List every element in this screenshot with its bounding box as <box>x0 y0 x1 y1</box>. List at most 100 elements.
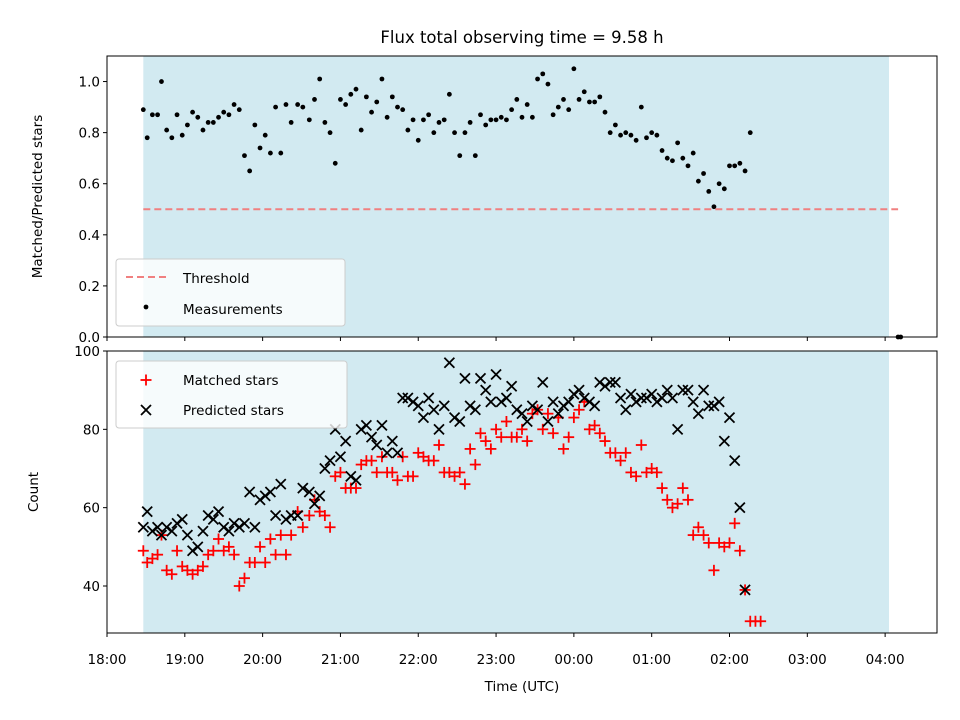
measurement-point <box>654 132 660 138</box>
matched-point <box>589 419 601 431</box>
matched-point <box>573 404 585 416</box>
measurement-point <box>597 94 603 100</box>
predicted-point <box>521 415 533 428</box>
measurement-point <box>436 120 442 125</box>
matched-point <box>137 545 149 557</box>
measurement-point <box>283 102 289 107</box>
predicted-point <box>386 435 398 447</box>
counts-marks <box>137 357 767 627</box>
matched-point <box>238 572 250 584</box>
matched-point <box>609 447 621 459</box>
measurement-point <box>257 145 263 151</box>
measurement-point <box>155 112 160 118</box>
matched-point <box>264 533 276 545</box>
measurement-point <box>695 178 701 184</box>
matched-point <box>428 455 440 467</box>
measurement-point <box>247 168 253 174</box>
measurement-point <box>498 114 504 120</box>
measurement-point <box>252 122 258 128</box>
matched-point <box>475 427 486 439</box>
predicted-point <box>682 384 694 396</box>
matched-point <box>656 482 668 494</box>
measurement-point <box>452 130 457 136</box>
measurement-point <box>488 117 494 123</box>
matched-point <box>228 549 240 561</box>
matched-point <box>254 541 266 553</box>
measurement-point <box>685 163 691 169</box>
counts-xtick-label: 21:00 <box>321 652 360 668</box>
predicted-point <box>443 357 456 369</box>
predicted-point <box>339 435 352 447</box>
matched-point <box>661 494 673 506</box>
predicted-point <box>314 490 326 502</box>
matched-point <box>464 443 476 455</box>
measurement-point <box>618 132 623 138</box>
ratio-panel: 0.0 0.2 0.4 0.6 0.8 1.0 Flux total observing … <box>30 28 938 346</box>
predicted-point <box>264 486 277 498</box>
measurement-point <box>670 158 675 164</box>
counts-yticks: 40 60 80 100 <box>74 344 107 595</box>
predicted-point <box>303 486 315 498</box>
predicted-point <box>563 396 575 408</box>
matched-point <box>677 482 689 494</box>
matched-point <box>371 466 383 478</box>
measurement-point <box>566 107 572 113</box>
matched-point <box>734 545 746 557</box>
predicted-point <box>666 392 679 404</box>
predicted-point <box>319 462 331 475</box>
measurement-point <box>221 109 227 115</box>
matched-point <box>563 431 575 443</box>
matched-point <box>703 537 715 549</box>
ratio-ytick-label: 0.2 <box>79 279 100 295</box>
predicted-point <box>454 415 466 428</box>
measurement-point <box>727 163 732 169</box>
measurement-point <box>431 130 437 136</box>
predicted-point <box>181 529 194 541</box>
measurement-point <box>701 171 706 176</box>
predicted-point <box>718 435 730 447</box>
predicted-point <box>485 396 497 408</box>
measurement-point <box>149 112 155 118</box>
measurement-point <box>140 107 146 113</box>
measurement-point <box>306 117 312 123</box>
predicted-point <box>422 392 435 404</box>
measurement-point <box>633 137 639 143</box>
predicted-point <box>729 455 741 467</box>
measurement-point <box>504 117 509 123</box>
matched-point <box>687 529 699 541</box>
predicted-point <box>537 376 549 388</box>
counts-legend: Matched stars Predicted stars <box>115 360 348 429</box>
measurement-point <box>649 130 655 136</box>
matched-point <box>485 443 497 455</box>
measurement-point <box>236 107 242 113</box>
ratio-ytick-label: 0.6 <box>79 177 100 193</box>
predicted-point <box>671 423 684 435</box>
measurement-point <box>185 122 190 128</box>
predicted-point <box>381 447 393 459</box>
measurement-point <box>478 112 483 118</box>
counts-xtick-label: 03:00 <box>788 652 827 668</box>
measurement-point <box>571 66 577 72</box>
predicted-point <box>137 521 149 533</box>
measurement-point <box>540 71 546 77</box>
measurement-point <box>483 122 489 128</box>
matched-point <box>197 560 209 572</box>
predicted-point <box>417 411 430 424</box>
measurement-point <box>384 114 390 120</box>
predicted-point <box>713 396 725 408</box>
counts-xtick-label: 20:00 <box>243 652 282 668</box>
predicted-point <box>433 423 445 435</box>
predicted-point <box>739 584 751 596</box>
predicted-point <box>244 486 256 498</box>
predicted-point <box>238 517 251 529</box>
predicted-point <box>371 439 383 451</box>
measurement-point <box>242 153 247 159</box>
counts-xtick-label: 22:00 <box>399 652 438 668</box>
predicted-point <box>620 404 632 416</box>
measurement-point <box>742 168 748 174</box>
matched-point <box>303 510 315 521</box>
matched-point <box>480 435 492 447</box>
predicted-point <box>516 408 528 420</box>
measurement-point <box>675 140 681 146</box>
matched-point <box>459 478 471 490</box>
